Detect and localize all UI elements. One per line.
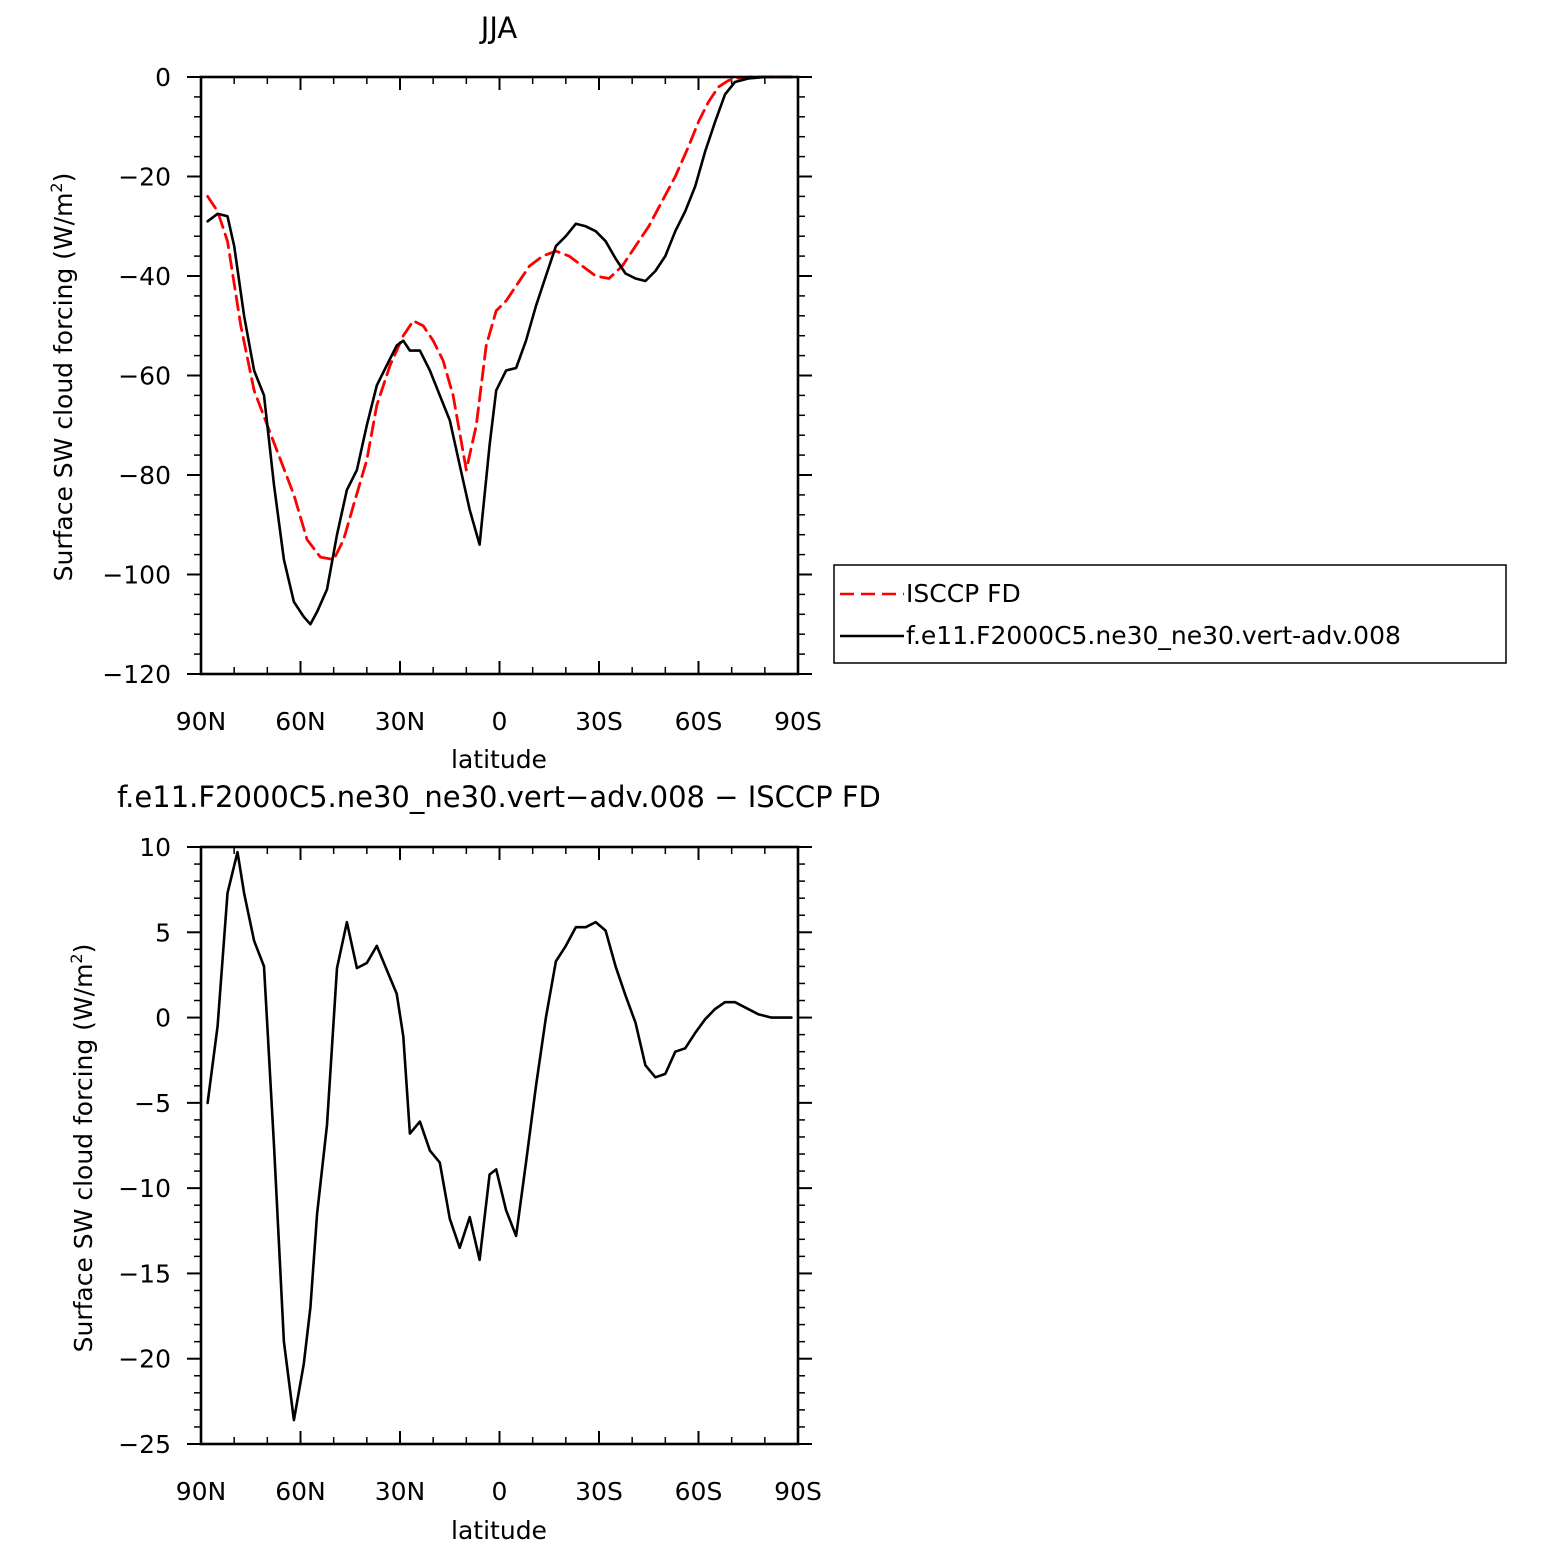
top-panel: JJA 90N 60N 30N 0 30S 60S 90S 0 −20 −40 −60 −80 −100… [47,11,1507,774]
bottom-x-tick-label: 30S [575,1477,623,1506]
bottom-x-axis-label: latitude [451,1516,547,1545]
top-x-axis-label: latitude [451,745,547,774]
bottom-y-axis-label-close: ) [69,944,98,954]
top-x-tick-label: 30N [375,707,426,736]
bottom-y-tick-label: −20 [118,1345,171,1374]
top-y-axis-label: Surface SW cloud forcing (W/m2) [47,173,78,582]
top-x-tick-label: 90N [176,707,227,736]
top-y-tick-label: −120 [102,660,171,689]
top-y-tick-label: −80 [118,461,171,490]
top-x-tick-label: 30S [575,707,623,736]
top-y-axis-label-close: ) [49,173,78,183]
top-y-axis-label-superscript: 2 [47,182,66,192]
legend: ISCCP FD f.e11.F2000C5.ne30_ne30.vert-ad… [833,564,1507,664]
top-series-group [206,75,793,626]
bottom-y-tick-label: 5 [155,918,171,947]
bottom-y-axis-label-superscript: 2 [67,953,86,963]
bottom-x-tick-label: 60S [675,1477,723,1506]
top-plot-frame [199,75,800,676]
bottom-chart-title: f.e11.F2000C5.ne30_ne30.vert−adv.008 − I… [117,780,881,814]
top-x-tick-label: 60N [275,707,326,736]
bottom-y-tick-label: 10 [139,833,171,862]
bottom-y-tick-label: −10 [118,1174,171,1203]
top-y-axis-label-text: Surface SW cloud forcing (W/m [49,193,78,582]
bottom-x-tick-label: 60N [275,1477,326,1506]
top-y-tick-label: −40 [118,262,171,291]
top-y-tick-label: −20 [118,163,171,192]
top-chart-title: JJA [479,11,518,45]
bottom-series-line-0 [206,850,793,1422]
top-x-tick-label: 0 [492,707,508,736]
legend-label-isccp: ISCCP FD [906,579,1021,608]
bottom-x-tick-label: 30N [375,1477,426,1506]
top-x-tick-label: 60S [675,707,723,736]
bottom-y-axis-label-text: Surface SW cloud forcing (W/m [69,964,98,1353]
bottom-panel: f.e11.F2000C5.ne30_ne30.vert−adv.008 − I… [67,780,881,1545]
legend-label-model: f.e11.F2000C5.ne30_ne30.vert-adv.008 [906,621,1401,650]
top-axis-ticks: 90N 60N 30N 0 30S 60S 90S 0 −20 −40 −60 −80 −100 −120 [102,63,822,736]
top-y-tick-label: −60 [118,362,171,391]
top-y-tick-label: 0 [155,63,171,92]
bottom-y-tick-label: −15 [118,1259,171,1288]
bottom-y-axis-label: Surface SW cloud forcing (W/m2) [67,944,98,1353]
bottom-y-tick-label: −25 [118,1430,171,1459]
legend-box [833,564,1507,664]
bottom-plot-frame [199,845,800,1446]
bottom-x-tick-label: 90S [774,1477,822,1506]
top-series-line-0 [206,75,793,561]
bottom-y-tick-label: −5 [134,1089,171,1118]
bottom-x-tick-label: 90N [176,1477,227,1506]
bottom-y-tick-label: 0 [155,1004,171,1033]
bottom-series-group [206,850,793,1422]
top-series-line-1 [206,75,793,626]
top-y-tick-label: −100 [102,561,171,590]
bottom-x-tick-label: 0 [492,1477,508,1506]
top-x-tick-label: 90S [774,707,822,736]
